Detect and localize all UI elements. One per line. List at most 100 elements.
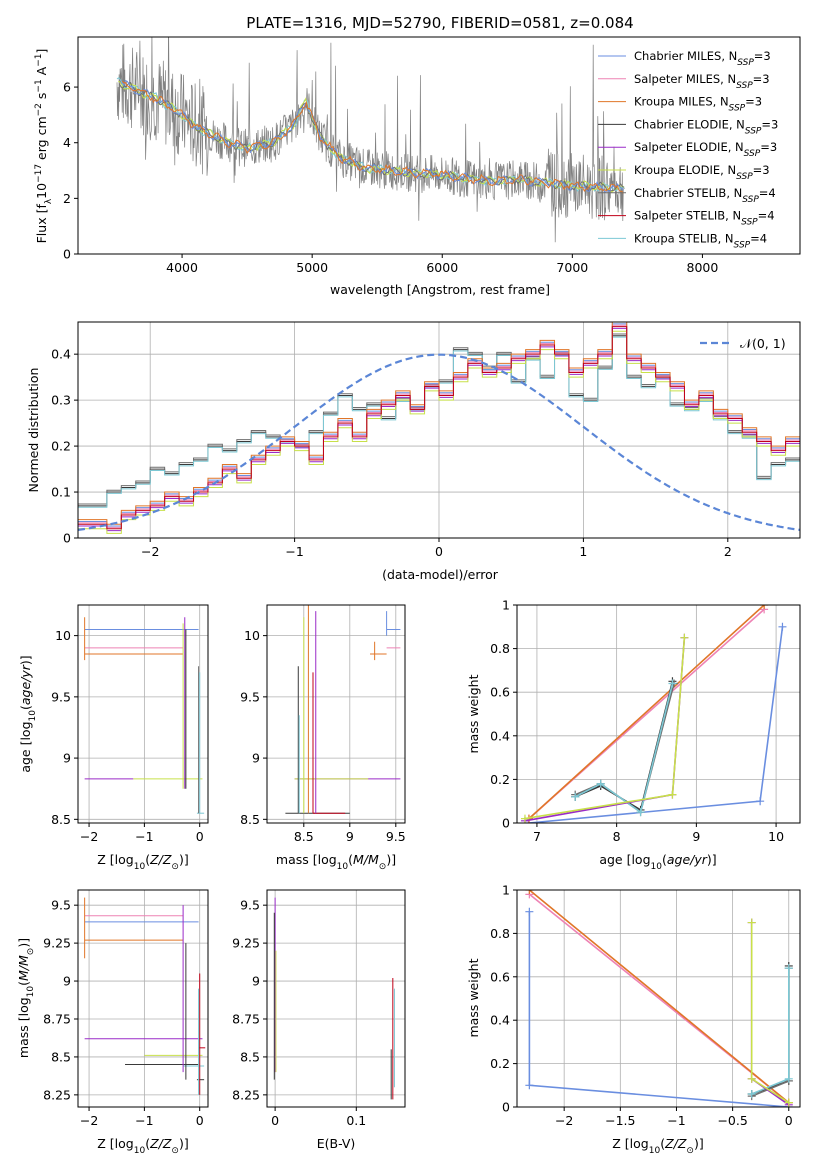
- y-axis-label-part: mass [log: [16, 997, 31, 1058]
- x-axis-label-part: 10: [134, 1146, 146, 1156]
- legend-entry-part: =3: [761, 117, 778, 131]
- y-axis-label: Flux [fλ10−17 erg cm−2 s−1 A−1]: [34, 49, 54, 244]
- y-axis-label-part: erg cm: [34, 116, 49, 164]
- x-tick-label: 7000: [556, 260, 588, 275]
- y-axis-label-part: 10: [28, 710, 38, 722]
- histogram-step-line: [78, 333, 800, 505]
- y-tick-label: 0: [63, 247, 71, 262]
- axes-frame: [266, 889, 406, 1108]
- axes-frame: [77, 889, 209, 1108]
- weight-marker: [525, 890, 534, 894]
- weight-marker: [747, 918, 756, 927]
- y-tick-label: 9: [252, 751, 260, 766]
- y-axis-label-part: Flux [f: [34, 204, 49, 244]
- legend-entry: Chabrier MILES, NSSP=3: [634, 49, 771, 68]
- y-tick-label: 0.1: [51, 485, 71, 500]
- x-axis-label-part: (: [662, 852, 667, 867]
- y-tick-label: 10: [244, 628, 260, 643]
- weight-vs-z-panel: −2 −1.5 −1 −0.5 0 0 0.2 0.4 0.6 0.8 1: [490, 883, 801, 1128]
- weight-marker: [747, 1089, 756, 1098]
- x-axis-label: Z [log10(Z/Z⊙)]: [97, 1136, 188, 1156]
- y-tick-label: 1: [502, 598, 510, 613]
- y-axis-label-part: )]: [16, 938, 31, 948]
- legend-entry-part: =3: [760, 140, 777, 154]
- y-axis-label-part: (: [16, 981, 31, 986]
- x-axis-label-part: mass [log: [276, 852, 337, 867]
- weight-marker: [668, 679, 677, 688]
- y-axis-label-part: mass weight: [466, 674, 481, 753]
- legend-entry-part: =3: [753, 163, 770, 177]
- weight-marker: [596, 779, 605, 788]
- x-axis-label: Z [log10(Z/Z⊙)]: [612, 1136, 703, 1156]
- x-tick-label: 7: [533, 829, 541, 844]
- x-axis-label-part: (: [348, 852, 353, 867]
- x-tick-label: −2: [141, 544, 159, 559]
- age-vs-mass-panel: 8.5 9 9.5 8.5 9 9.5 10: [240, 604, 406, 844]
- x-tick-label: 0: [435, 544, 443, 559]
- x-axis-label-part: Z [log: [97, 852, 133, 867]
- x-tick-label: 0: [271, 1113, 279, 1128]
- y-tick-label: 9.25: [232, 936, 260, 951]
- x-axis-label-part: Z [log: [612, 1136, 648, 1151]
- x-tick-label: −2: [80, 1113, 98, 1128]
- model-spectrum-line: [118, 80, 625, 194]
- y-tick-label: 8.5: [51, 1049, 71, 1064]
- legend-entry-part: Chabrier ELODIE, N: [634, 117, 745, 131]
- weight-marker: [784, 1074, 793, 1083]
- y-tick-label: 9.5: [51, 898, 71, 913]
- x-axis-label-part: M/M: [353, 852, 379, 867]
- y-axis-label-part: −17: [34, 164, 44, 183]
- x-tick-label: 9: [346, 829, 354, 844]
- y-axis-label-part: 10: [26, 986, 36, 998]
- x-tick-label: −2: [80, 829, 98, 844]
- residual-histogram-panel: 𝒩(0, 1) −2 −1 0 1 2 0 0.1 0.2 0.3 0.4: [51, 321, 801, 559]
- legend-entry: Kroupa STELIB, NSSP=4: [634, 231, 767, 250]
- x-tick-label: 8: [613, 829, 621, 844]
- y-tick-label: 8.5: [51, 812, 71, 827]
- y-tick-label: 9.5: [240, 689, 260, 704]
- mass-vs-z-panel: −2 −1 0 8.25 8.5 8.75 9 9.25 9.5: [43, 889, 209, 1128]
- x-tick-label: 2: [724, 544, 732, 559]
- y-axis-label-part: (: [18, 705, 33, 710]
- legend-entry-part: SSP: [737, 58, 754, 68]
- legend-entry-part: SSP: [729, 104, 746, 114]
- weight-line: [528, 605, 765, 820]
- y-tick-label: 0.3: [51, 393, 71, 408]
- weight-vs-age-panel: 7 8 9 10 0 0.2 0.4 0.6 0.8 1: [490, 598, 801, 844]
- x-tick-label: 0.1: [346, 1113, 366, 1128]
- weight-marker: [747, 1074, 756, 1083]
- y-tick-label: 0.2: [490, 1056, 510, 1071]
- weight-line: [528, 911, 789, 1107]
- y-axis-label-part: )]: [18, 655, 33, 665]
- x-tick-label: 8.5: [294, 829, 314, 844]
- y-axis-label: mass weight: [466, 958, 481, 1037]
- x-axis-label-part: )]: [179, 852, 189, 867]
- legend-entry-part: Chabrier STELIB, N: [634, 186, 742, 200]
- legend-entry-part: SSP: [734, 240, 751, 250]
- y-axis-label: mass weight: [466, 674, 481, 753]
- y-tick-label: 9: [252, 974, 260, 989]
- x-axis-label-part: age [log: [599, 852, 650, 867]
- weight-line: [528, 890, 790, 1104]
- x-tick-label: −1: [135, 829, 153, 844]
- legend-entry-part: =4: [750, 231, 767, 245]
- y-axis-label-part: −1: [34, 54, 44, 67]
- x-tick-label: 9: [692, 829, 700, 844]
- weight-marker: [668, 790, 677, 799]
- axes-frame: [516, 604, 801, 824]
- x-tick-label: −1: [135, 1113, 153, 1128]
- figure-title: PLATE=1316, MJD=52790, FIBERID=0581, z=0…: [246, 14, 633, 32]
- legend-entry-part: Salpeter MILES, N: [634, 72, 736, 86]
- y-tick-label: 8.25: [232, 1087, 260, 1102]
- weight-line: [528, 626, 784, 823]
- x-tick-label: −2: [555, 1113, 573, 1128]
- y-axis-label: age [log10(age/yr)]: [18, 655, 38, 772]
- x-tick-label: −1.5: [605, 1113, 635, 1128]
- y-axis-label-part: ⊙: [26, 948, 36, 956]
- y-tick-label: 0.8: [490, 926, 510, 941]
- legend-entry: Kroupa ELODIE, NSSP=3: [634, 163, 770, 182]
- x-axis-label-part: 10: [134, 862, 146, 872]
- model-spectrum-line: [121, 80, 624, 194]
- x-axis-label-part: )]: [386, 852, 396, 867]
